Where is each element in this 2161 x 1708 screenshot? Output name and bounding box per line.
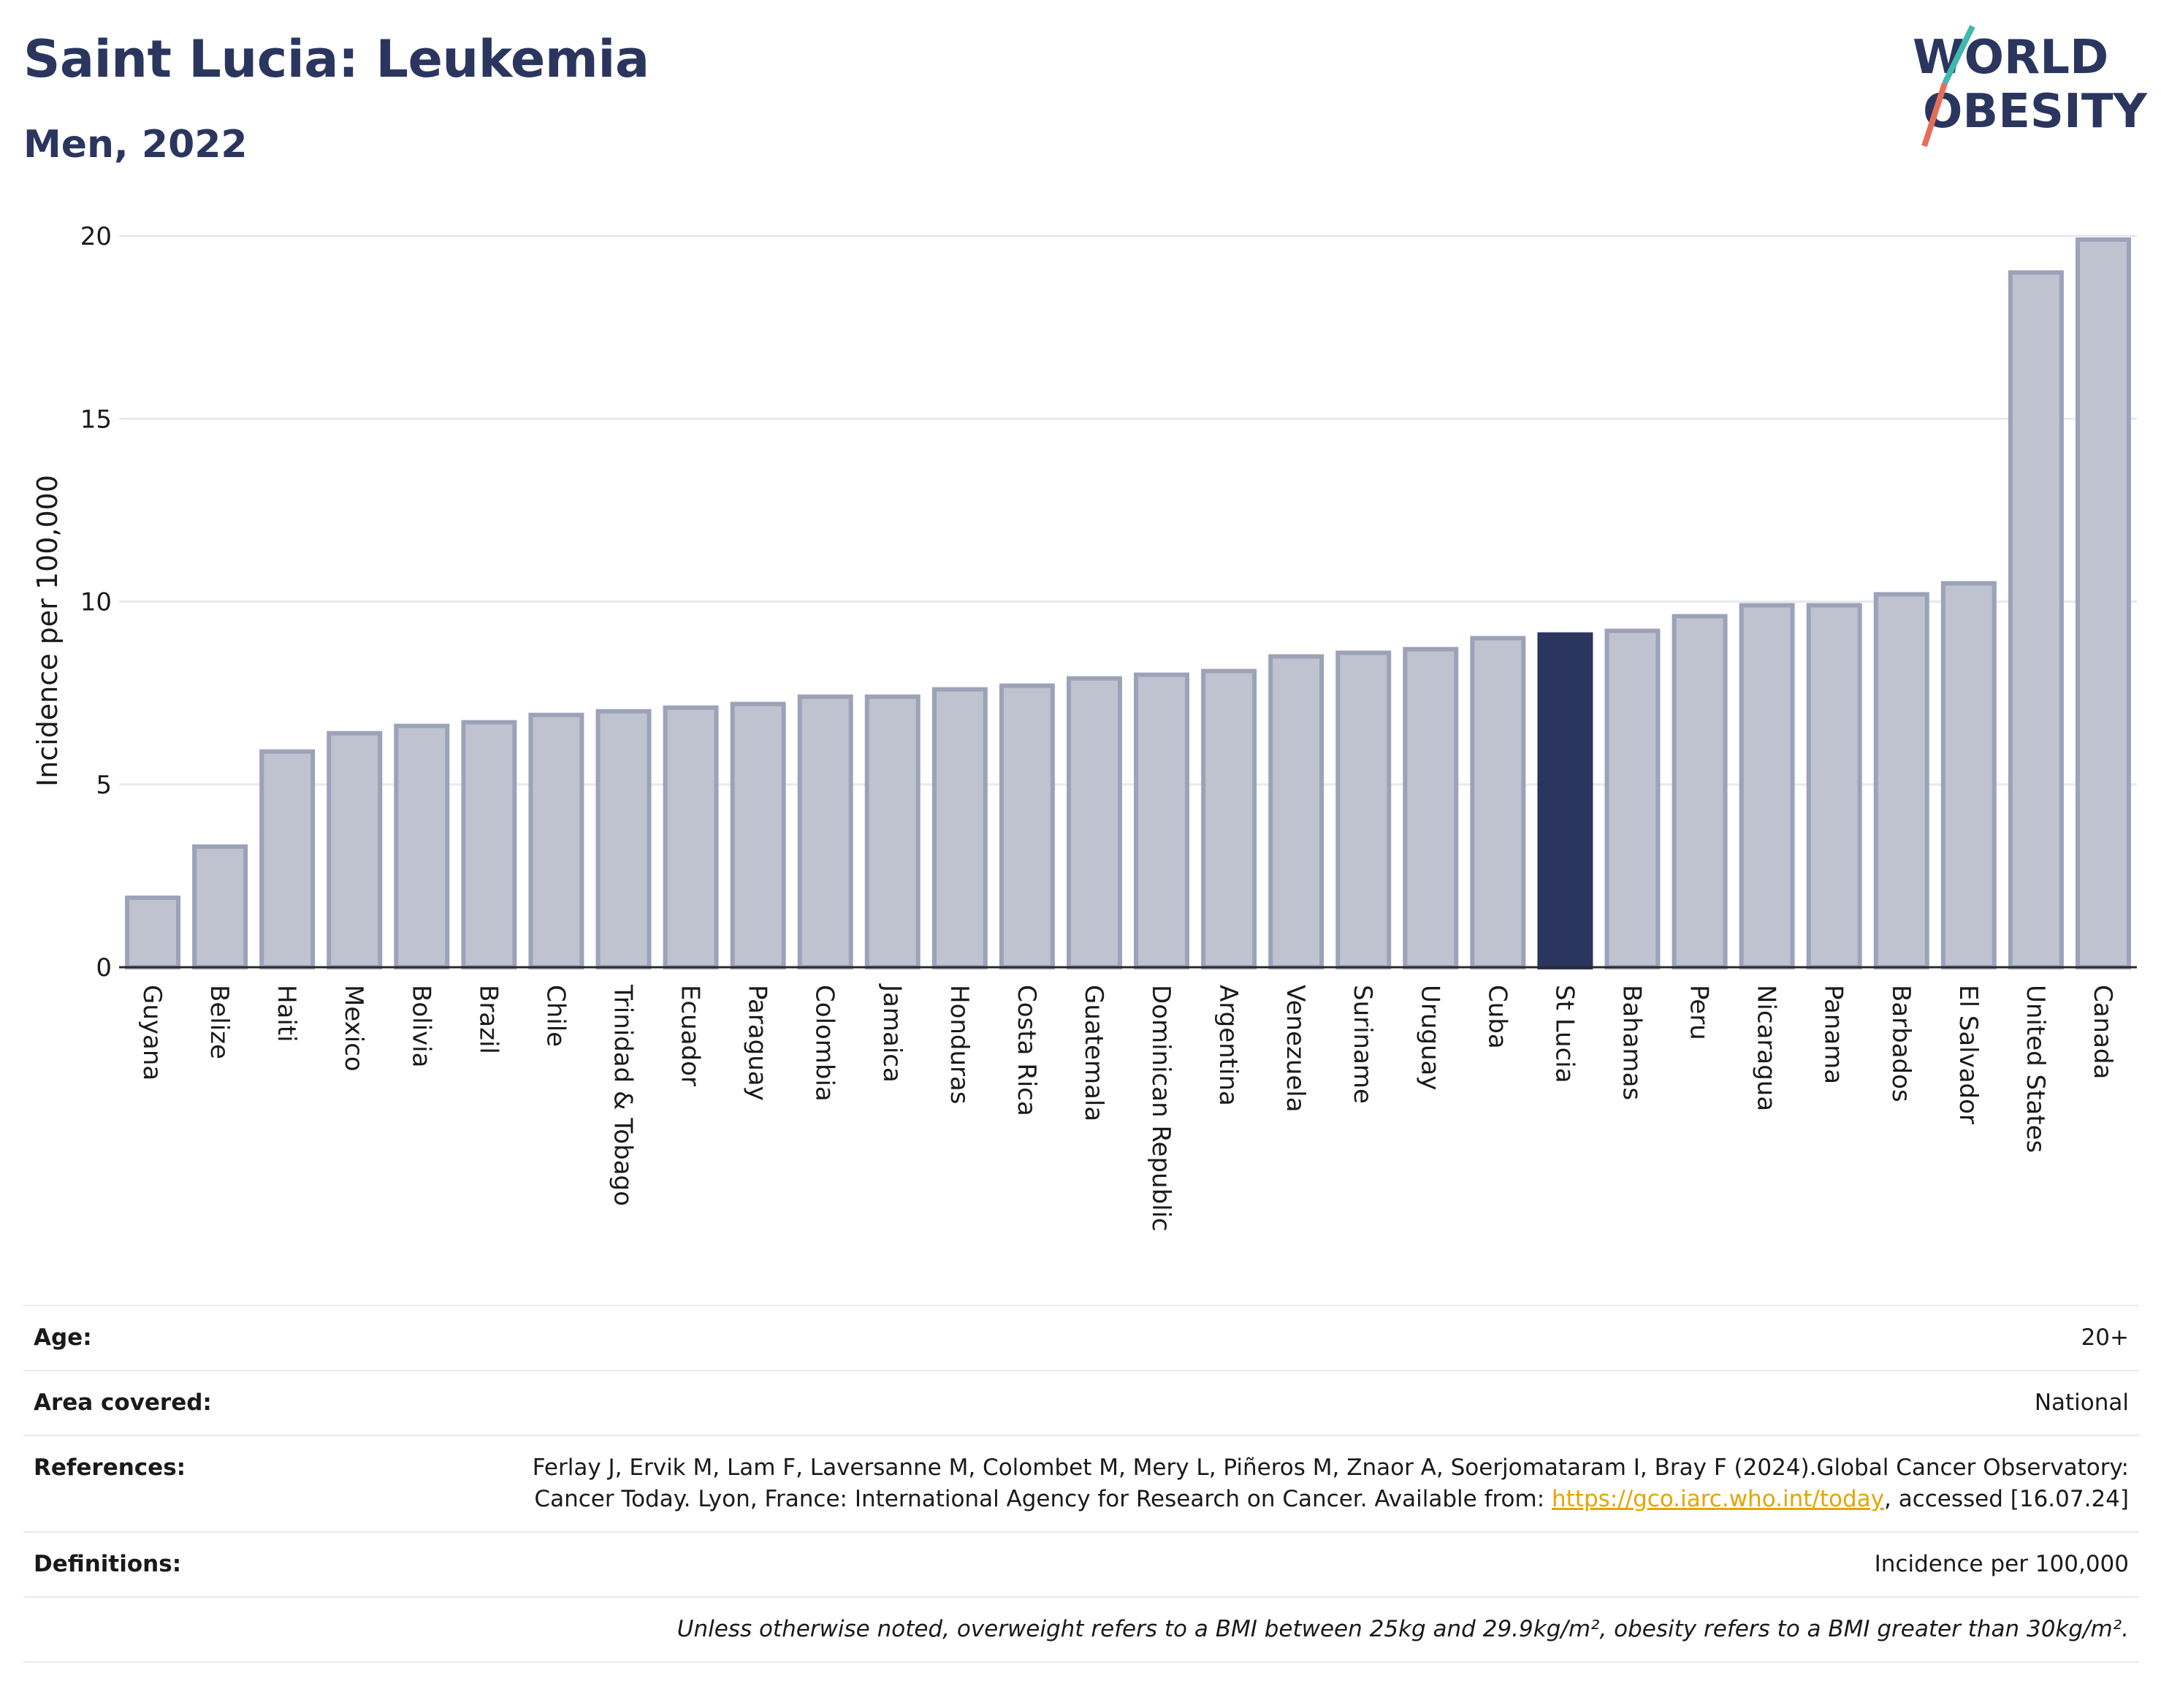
bar bbox=[999, 683, 1055, 969]
references-value: Ferlay J, Ervik M, Lam F, Laversanne M, … bbox=[449, 1452, 2129, 1515]
info-row-age: Age: 20+ bbox=[23, 1305, 2139, 1370]
bar bbox=[797, 694, 853, 969]
bar bbox=[192, 844, 248, 969]
x-tick-label: Uruguay bbox=[1415, 985, 1444, 1091]
bar bbox=[1403, 647, 1459, 969]
y-tick-label: 20 bbox=[80, 222, 112, 251]
x-tick-label: Canada bbox=[2088, 985, 2117, 1079]
info-row-note: Unless otherwise noted, overweight refer… bbox=[23, 1596, 2139, 1663]
x-tick-label: Bahamas bbox=[1617, 985, 1647, 1100]
page-subtitle: Men, 2022 bbox=[23, 123, 248, 167]
x-tick-label: Suriname bbox=[1348, 985, 1377, 1104]
grid-lines bbox=[119, 235, 2137, 786]
bar-chart: 0 5 10 15 20 Guyana Belize Haiti Mexico Bolivia B… bbox=[31, 222, 2137, 1232]
svg-text:OBESITY: OBESITY bbox=[1923, 85, 2147, 139]
x-tick-label: Ecuador bbox=[676, 985, 705, 1086]
bar bbox=[1335, 650, 1392, 969]
x-tick-label: Haiti bbox=[272, 985, 301, 1042]
info-row-definitions: Definitions: Incidence per 100,000 bbox=[23, 1531, 2139, 1596]
y-axis-title: Incidence per 100,000 bbox=[31, 475, 64, 787]
info-table: Age: 20+ Area covered: National Referenc… bbox=[23, 1305, 2139, 1663]
bar bbox=[528, 712, 584, 970]
x-tick-label: Panama bbox=[1819, 985, 1848, 1084]
bar bbox=[327, 731, 383, 969]
bar bbox=[1134, 672, 1190, 969]
x-tick-label: St Lucia bbox=[1550, 985, 1579, 1083]
bar bbox=[1066, 676, 1122, 969]
x-tick-label: Peru bbox=[1685, 985, 1714, 1040]
y-tick-label: 15 bbox=[80, 405, 112, 434]
bar bbox=[1201, 668, 1257, 969]
x-tick-label: Jamaica bbox=[877, 983, 907, 1083]
x-tick-label: Guatemala bbox=[1079, 985, 1108, 1121]
x-tick-label: United States bbox=[2021, 985, 2050, 1153]
area-value: National bbox=[2034, 1389, 2129, 1416]
references-label: References: bbox=[34, 1455, 186, 1481]
bar bbox=[1268, 654, 1325, 969]
bar bbox=[394, 723, 450, 969]
y-tick-label: 5 bbox=[96, 771, 112, 800]
x-tick-label: Nicaragua bbox=[1752, 985, 1781, 1111]
bar bbox=[1739, 603, 1795, 969]
definitions-label: Definitions: bbox=[34, 1551, 182, 1577]
x-tick-label: Costa Rica bbox=[1012, 985, 1041, 1116]
info-row-area: Area covered: National bbox=[23, 1370, 2139, 1435]
area-label: Area covered: bbox=[34, 1389, 212, 1416]
x-tick-label: Mexico bbox=[339, 985, 368, 1072]
x-tick-label: Trinidad & Tobago bbox=[609, 984, 638, 1206]
bar bbox=[2008, 270, 2064, 969]
x-tick-label: Belize bbox=[205, 985, 234, 1059]
x-tick-label: Venezuela bbox=[1281, 985, 1310, 1113]
x-tick-label: Argentina bbox=[1213, 985, 1243, 1106]
bar bbox=[259, 749, 316, 969]
bar bbox=[931, 687, 988, 969]
info-row-references: References: Ferlay J, Ervik M, Lam F, La… bbox=[23, 1435, 2139, 1531]
bar bbox=[125, 895, 181, 970]
bar bbox=[663, 705, 719, 970]
y-axis-ticks: 0 5 10 15 20 bbox=[80, 222, 112, 983]
x-tick-label: Barbados bbox=[1886, 985, 1916, 1102]
bar bbox=[1806, 603, 1862, 969]
bar bbox=[1873, 592, 1929, 969]
bmi-note: Unless otherwise noted, overweight refer… bbox=[676, 1616, 2129, 1642]
x-tick-label: Honduras bbox=[945, 985, 974, 1105]
bar bbox=[730, 701, 786, 969]
bar bbox=[1672, 614, 1728, 970]
age-value: 20+ bbox=[2081, 1324, 2129, 1351]
x-tick-label: Guyana bbox=[137, 985, 167, 1080]
references-link[interactable]: https://gco.iarc.who.int/today bbox=[1552, 1486, 1884, 1512]
bar bbox=[461, 720, 517, 969]
y-tick-label: 10 bbox=[80, 588, 112, 617]
references-text: Ferlay J, Ervik M, Lam F, Laversanne M, … bbox=[532, 1455, 2129, 1512]
age-label: Age: bbox=[34, 1324, 92, 1351]
x-tick-label: Chile bbox=[541, 985, 570, 1047]
page-title: Saint Lucia: Leukemia bbox=[23, 29, 649, 89]
x-tick-label: Brazil bbox=[473, 985, 503, 1054]
bars bbox=[125, 237, 2131, 970]
bar bbox=[1604, 628, 1661, 969]
x-tick-label: Bolivia bbox=[406, 985, 435, 1067]
bar bbox=[1470, 636, 1526, 969]
x-tick-label: Cuba bbox=[1482, 985, 1512, 1049]
references-accessed: , accessed [16.07.24] bbox=[1883, 1486, 2129, 1512]
x-axis-categories: Guyana Belize Haiti Mexico Bolivia Brazil Chil… bbox=[137, 983, 2117, 1232]
x-tick-label: El Salvador bbox=[1954, 985, 1983, 1124]
bar bbox=[2075, 237, 2131, 969]
bar bbox=[1940, 581, 1997, 969]
x-tick-label: Dominican Republic bbox=[1146, 985, 1175, 1232]
definitions-value: Incidence per 100,000 bbox=[1874, 1551, 2129, 1577]
bar bbox=[595, 709, 652, 970]
x-tick-label: Paraguay bbox=[743, 985, 772, 1101]
y-tick-label: 0 bbox=[96, 953, 112, 983]
bar-highlight bbox=[1537, 632, 1593, 969]
world-obesity-logo: WORLD OBESITY bbox=[1913, 25, 2147, 148]
bar bbox=[864, 694, 921, 969]
x-tick-label: Colombia bbox=[810, 985, 839, 1102]
